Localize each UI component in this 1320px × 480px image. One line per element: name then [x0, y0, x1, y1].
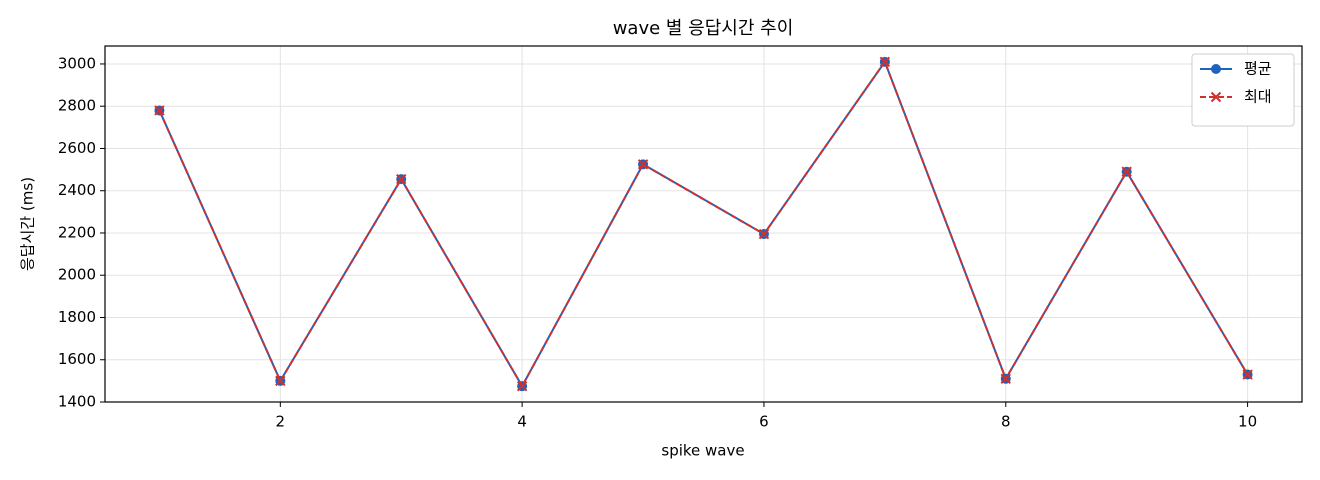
- x-tick-label: 4: [517, 413, 527, 431]
- marker: [275, 375, 286, 387]
- marker: [1242, 369, 1253, 380]
- plot-frame: [104, 45, 1303, 403]
- x-tick-label: 8: [1001, 413, 1011, 431]
- y-axis-label: 응답시간 (ms): [19, 177, 37, 271]
- y-tick-label: 2200: [58, 223, 96, 241]
- y-tick-label: 1800: [58, 308, 96, 326]
- x-axis-label: spike wave: [661, 442, 744, 460]
- y-tick-label: 2400: [58, 181, 96, 199]
- legend-marker: [1211, 64, 1221, 74]
- marker: [1000, 373, 1011, 384]
- y-tick-label: 3000: [58, 54, 96, 72]
- x-tick-label: 6: [759, 413, 769, 431]
- y-tick-label: 1400: [58, 393, 96, 411]
- marker: [879, 56, 891, 68]
- y-tick-label: 2600: [58, 139, 96, 157]
- marker: [1121, 166, 1132, 177]
- series-line: [158, 59, 1249, 389]
- marker: [758, 228, 770, 240]
- marker: [154, 105, 165, 116]
- legend-label: 최대: [1244, 88, 1272, 106]
- legend-marker: [1210, 91, 1222, 103]
- series-line: [158, 59, 1249, 389]
- marker: [516, 380, 528, 392]
- marker: [396, 173, 407, 185]
- marker: [637, 159, 649, 170]
- y-tick-label: 2000: [58, 266, 96, 284]
- legend-label: 평균: [1244, 60, 1272, 78]
- x-tick-label: 2: [276, 413, 286, 431]
- y-tick-label: 2800: [58, 97, 96, 115]
- y-tick-label: 1600: [58, 350, 96, 368]
- x-tick-label: 10: [1238, 413, 1257, 431]
- legend-box: [1191, 53, 1295, 127]
- chart-title: wave 별 응답시간 추이: [613, 18, 794, 39]
